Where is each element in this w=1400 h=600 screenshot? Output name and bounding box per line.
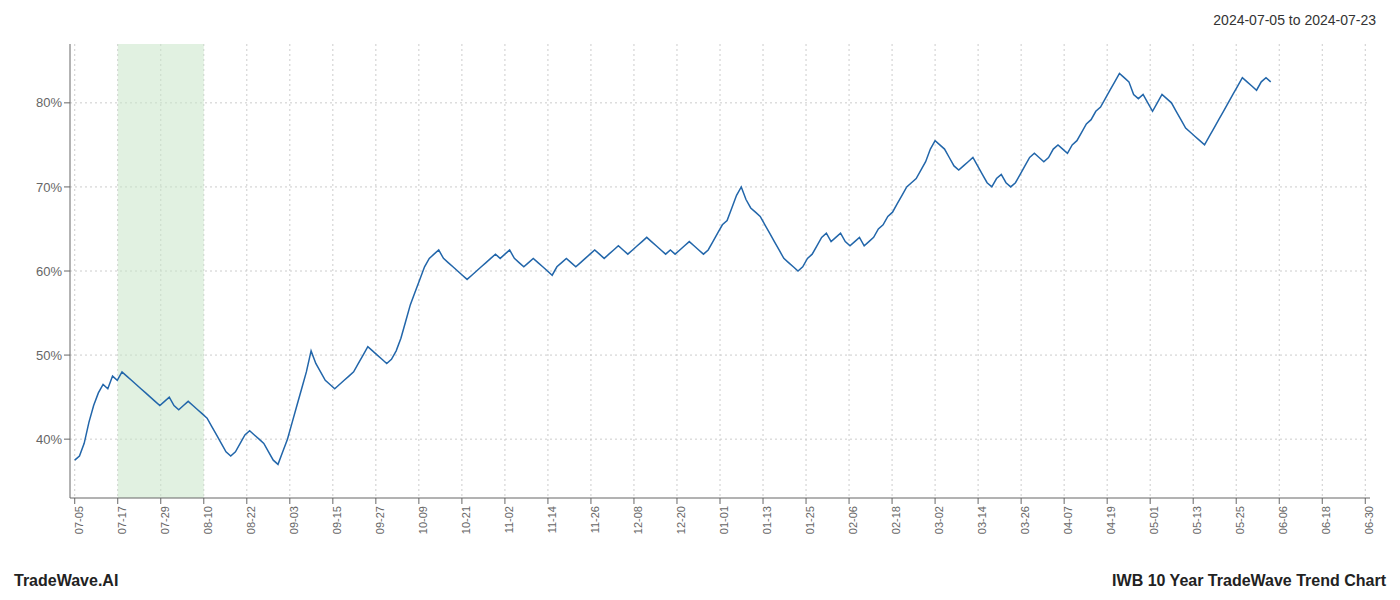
svg-text:10-09: 10-09 bbox=[417, 506, 429, 534]
svg-text:09-27: 09-27 bbox=[374, 506, 386, 534]
html-text:IWB 10 Year TradeWave Trend Ch: IWB 10 Year TradeWave Trend Chart bbox=[1112, 572, 1386, 589]
svg-text:05-25: 05-25 bbox=[1234, 506, 1246, 534]
svg-text:06-06: 06-06 bbox=[1277, 506, 1289, 534]
svg-text:11-26: 11-26 bbox=[589, 506, 601, 533]
svg-text:03-02: 03-02 bbox=[933, 506, 945, 534]
svg-text:06-30: 06-30 bbox=[1363, 506, 1375, 534]
svg-text:05-13: 05-13 bbox=[1191, 506, 1203, 534]
svg-text:01-25: 01-25 bbox=[804, 506, 816, 534]
html-text:2024-07-05 to 2024-07-23: 2024-07-05 to 2024-07-23 bbox=[1213, 12, 1376, 28]
svg-text:04-19: 04-19 bbox=[1105, 506, 1117, 534]
svg-text:05-01: 05-01 bbox=[1148, 506, 1160, 534]
svg-text:11-14: 11-14 bbox=[546, 506, 558, 533]
html-text:TradeWave.AI: TradeWave.AI bbox=[14, 572, 119, 589]
svg-text:40%: 40% bbox=[36, 432, 62, 447]
svg-text:08-22: 08-22 bbox=[245, 506, 257, 534]
svg-text:10-21: 10-21 bbox=[460, 506, 472, 534]
svg-text:12-08: 12-08 bbox=[632, 506, 644, 534]
svg-text:03-26: 03-26 bbox=[1019, 506, 1031, 534]
svg-text:07-17: 07-17 bbox=[116, 506, 128, 534]
svg-text:80%: 80% bbox=[36, 95, 62, 110]
svg-text:70%: 70% bbox=[36, 180, 62, 195]
svg-text:09-15: 09-15 bbox=[331, 506, 343, 534]
svg-text:01-01: 01-01 bbox=[718, 506, 730, 534]
svg-text:02-18: 02-18 bbox=[890, 506, 902, 534]
svg-text:12-20: 12-20 bbox=[675, 506, 687, 534]
svg-text:11-02: 11-02 bbox=[503, 506, 515, 533]
svg-text:08-10: 08-10 bbox=[202, 506, 214, 534]
svg-text:50%: 50% bbox=[36, 348, 62, 363]
svg-text:60%: 60% bbox=[36, 264, 62, 279]
svg-text:07-29: 07-29 bbox=[159, 506, 171, 534]
svg-text:02-06: 02-06 bbox=[847, 506, 859, 534]
svg-text:07-05: 07-05 bbox=[73, 506, 85, 534]
svg-text:04-07: 04-07 bbox=[1062, 506, 1074, 534]
svg-text:06-18: 06-18 bbox=[1320, 506, 1332, 534]
svg-text:01-13: 01-13 bbox=[761, 506, 773, 534]
svg-text:09-03: 09-03 bbox=[288, 506, 300, 534]
svg-text:03-14: 03-14 bbox=[976, 506, 988, 534]
